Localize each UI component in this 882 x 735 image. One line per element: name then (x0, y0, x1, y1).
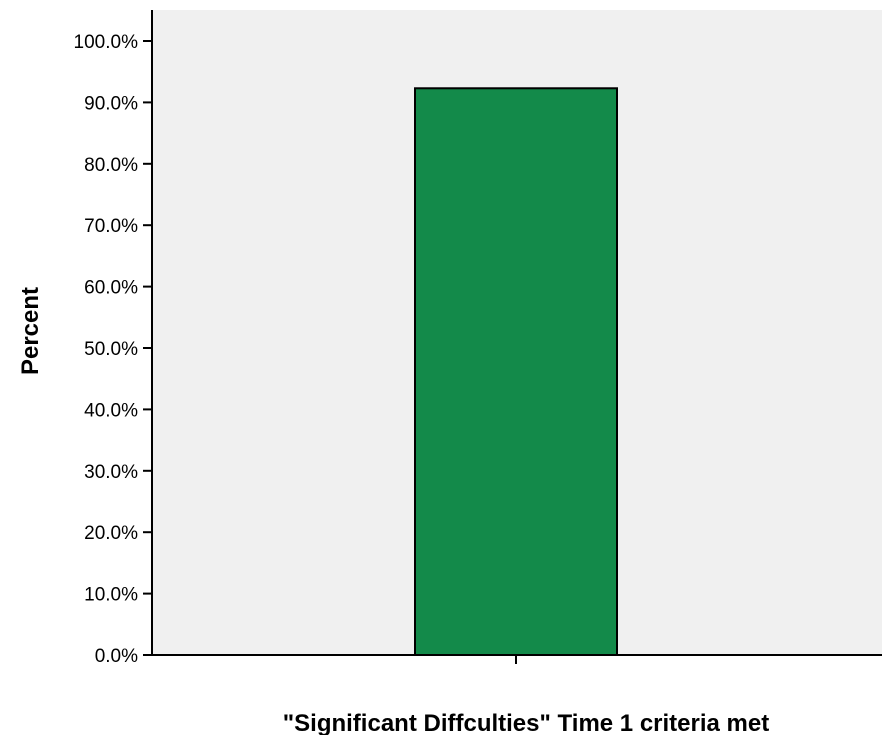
y-tick-label: 80.0% (84, 155, 138, 176)
y-tick-label: 0.0% (95, 646, 138, 667)
x-axis-title: "Significant Diffculties" Time 1 criteri… (283, 710, 769, 735)
bar (414, 87, 618, 656)
y-tick-label: 50.0% (84, 339, 138, 360)
bars-group (414, 87, 618, 656)
y-axis-title: Percent (17, 287, 44, 375)
y-tick-label: 90.0% (84, 93, 138, 114)
y-tick-label: 40.0% (84, 400, 138, 421)
y-tick-label: 70.0% (84, 216, 138, 237)
y-ticks-group: 0.0% 10.0% 20.0% 30.0% 40.0% 50.0% 60.0% 70.0% 8… (74, 32, 152, 667)
y-tick-label: 30.0% (84, 462, 138, 483)
y-tick-label: 100.0% (74, 32, 139, 53)
y-tick-label: 60.0% (84, 278, 138, 299)
y-tick-label: 10.0% (84, 585, 138, 606)
y-tick-label: 20.0% (84, 523, 138, 544)
